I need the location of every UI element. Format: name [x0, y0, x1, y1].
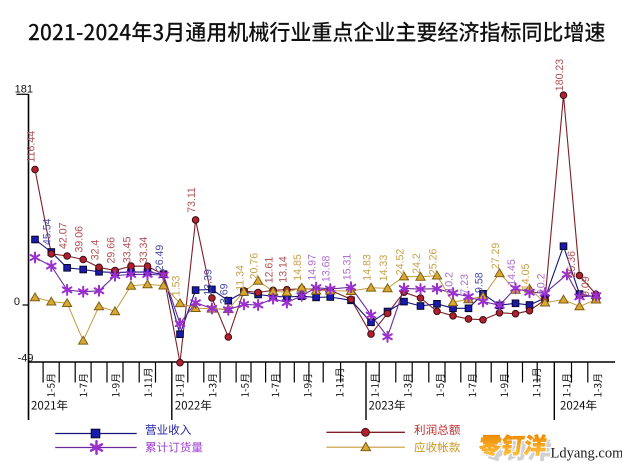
svg-text:25.26: 25.26 [427, 248, 439, 275]
svg-text:14.33: 14.33 [378, 255, 390, 282]
svg-text:42.07: 42.07 [58, 222, 70, 249]
svg-text:25.36: 25.36 [566, 251, 578, 278]
svg-text:1.53: 1.53 [170, 275, 182, 296]
svg-text:24.52: 24.52 [394, 249, 406, 276]
svg-text:10.2: 10.2 [535, 273, 547, 294]
svg-text:33.34: 33.34 [138, 237, 150, 264]
svg-text:15.31: 15.31 [341, 254, 353, 281]
svg-text:181: 181 [15, 84, 33, 96]
svg-text:3.69: 3.69 [219, 283, 231, 304]
svg-text:29.66: 29.66 [105, 237, 117, 264]
svg-text:20.76: 20.76 [249, 253, 261, 280]
svg-text:14.45: 14.45 [506, 259, 518, 286]
svg-text:24.2: 24.2 [411, 253, 423, 274]
svg-text:13.68: 13.68 [321, 255, 333, 282]
svg-text:14.05: 14.05 [520, 263, 532, 290]
svg-text:13.14: 13.14 [277, 256, 289, 283]
svg-text:10.2: 10.2 [443, 272, 455, 293]
svg-text:14.85: 14.85 [292, 254, 304, 281]
svg-text:12.61: 12.61 [264, 257, 276, 284]
svg-text:Ldyang.com: Ldyang.com [551, 446, 622, 462]
svg-text:180.23: 180.23 [554, 59, 566, 92]
svg-text:0: 0 [14, 296, 20, 308]
svg-text:45.54: 45.54 [42, 218, 54, 245]
svg-text:14.97: 14.97 [307, 254, 319, 281]
svg-text:73.11: 73.11 [186, 187, 198, 213]
svg-text:39.06: 39.06 [74, 226, 86, 253]
svg-text:32.4: 32.4 [89, 240, 101, 261]
svg-text:9.58: 9.58 [473, 272, 485, 293]
svg-text:116.44: 116.44 [25, 131, 37, 163]
svg-text:14.83: 14.83 [361, 254, 373, 281]
svg-text:33.45: 33.45 [121, 236, 133, 263]
svg-text:11.34: 11.34 [234, 265, 246, 291]
svg-text:9.09: 9.09 [580, 276, 592, 297]
svg-text:7.23: 7.23 [459, 274, 471, 295]
svg-text:13.39: 13.39 [202, 269, 214, 296]
svg-text:-49: -49 [18, 353, 34, 365]
svg-text:26.49: 26.49 [154, 245, 166, 272]
svg-text:27.29: 27.29 [490, 243, 502, 270]
